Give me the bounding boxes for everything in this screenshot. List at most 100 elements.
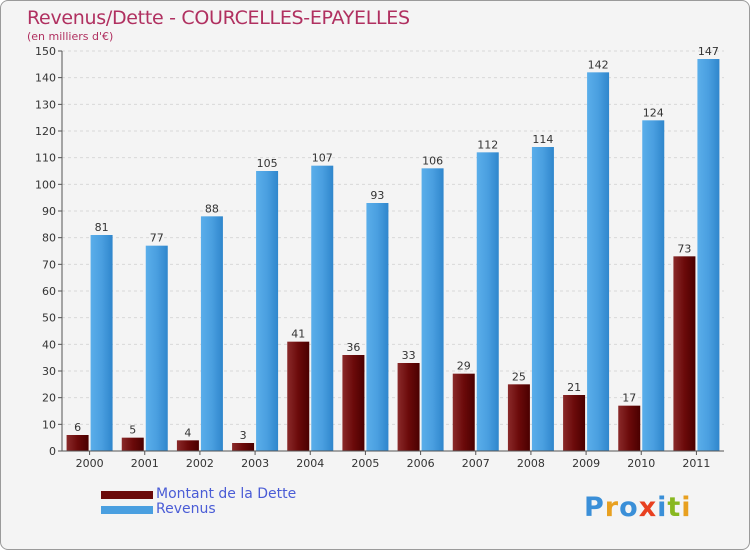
debt-bar bbox=[121, 437, 144, 451]
x-tick-label: 2007 bbox=[462, 457, 490, 470]
debt-value-label: 25 bbox=[512, 370, 526, 383]
y-tick-label: 80 bbox=[42, 232, 56, 245]
debt-bar bbox=[507, 384, 530, 451]
revenue-value-label: 77 bbox=[150, 232, 164, 245]
y-tick-label: 30 bbox=[42, 365, 56, 378]
logo-letter: i bbox=[657, 492, 668, 523]
bar-series: 6 81 5 77 4 88 3 105 41 107 36 93 33 106 29 112 25 114 21 1… bbox=[66, 45, 720, 452]
revenue-value-label: 124 bbox=[643, 106, 664, 119]
grid-lines bbox=[62, 50, 724, 452]
legend: Montant de la Dette Revenus bbox=[101, 487, 296, 517]
revenue-bar bbox=[200, 216, 223, 451]
debt-bar bbox=[618, 405, 641, 451]
debt-bar bbox=[287, 341, 310, 451]
revenue-value-label: 88 bbox=[205, 202, 219, 215]
debt-bar bbox=[397, 363, 420, 451]
y-tick-label: 20 bbox=[42, 392, 56, 405]
debt-value-label: 17 bbox=[622, 392, 636, 405]
y-tick-label: 70 bbox=[42, 258, 56, 271]
revenue-value-label: 142 bbox=[588, 58, 609, 71]
revenue-bar bbox=[476, 152, 499, 452]
legend-item-revenue: Revenus bbox=[101, 502, 296, 517]
revenue-bar bbox=[697, 59, 720, 451]
x-tick-label: 2005 bbox=[351, 457, 379, 470]
revenue-bar bbox=[90, 235, 113, 451]
y-axis: 0 10 20 30 40 50 60 70 80 90 100 110 120 130 140 150 bbox=[35, 45, 63, 458]
debt-value-label: 4 bbox=[184, 426, 191, 439]
debt-value-label: 5 bbox=[129, 424, 136, 437]
legend-label-debt: Montant de la Dette bbox=[156, 486, 297, 502]
debt-value-label: 3 bbox=[240, 429, 247, 442]
x-tick-label: 2003 bbox=[241, 457, 269, 470]
debt-bar bbox=[232, 443, 255, 451]
revenue-bar bbox=[311, 165, 334, 451]
y-tick-label: 10 bbox=[42, 418, 56, 431]
debt-bar bbox=[673, 256, 696, 451]
debt-bar bbox=[66, 435, 89, 451]
chart-title: Revenus/Dette - COURCELLES-EPAYELLES bbox=[27, 7, 410, 29]
revenue-bar bbox=[145, 245, 168, 451]
y-tick-label: 50 bbox=[42, 312, 56, 325]
chart-subtitle: (en milliers d'€) bbox=[27, 30, 114, 43]
revenue-bar bbox=[421, 168, 444, 452]
y-tick-label: 90 bbox=[42, 205, 56, 218]
revenue-value-label: 107 bbox=[312, 152, 333, 165]
x-tick-label: 2001 bbox=[131, 457, 159, 470]
y-tick-label: 60 bbox=[42, 285, 56, 298]
revenue-value-label: 147 bbox=[698, 45, 719, 58]
x-tick-label: 2008 bbox=[517, 457, 545, 470]
debt-value-label: 21 bbox=[567, 381, 581, 394]
x-tick-label: 2010 bbox=[627, 457, 655, 470]
y-tick-label: 120 bbox=[35, 125, 56, 138]
legend-swatch-debt bbox=[101, 490, 153, 499]
y-tick-label: 140 bbox=[35, 72, 56, 85]
logo-letter: r bbox=[604, 492, 620, 523]
legend-item-debt: Montant de la Dette bbox=[101, 487, 296, 502]
logo-letter: P bbox=[584, 492, 605, 523]
legend-label-revenue: Revenus bbox=[156, 501, 216, 517]
logo-letter: i bbox=[681, 492, 692, 523]
y-tick-label: 0 bbox=[49, 445, 56, 458]
debt-bar bbox=[342, 355, 365, 451]
y-tick-label: 130 bbox=[35, 98, 56, 111]
revenue-bar bbox=[587, 72, 610, 451]
debt-bar bbox=[563, 395, 586, 451]
x-tick-label: 2006 bbox=[407, 457, 435, 470]
debt-value-label: 29 bbox=[457, 360, 471, 373]
revenue-value-label: 106 bbox=[422, 154, 443, 167]
revenue-value-label: 105 bbox=[257, 157, 278, 170]
revenue-bar bbox=[256, 171, 279, 451]
y-tick-label: 150 bbox=[35, 45, 56, 58]
x-tick-label: 2000 bbox=[76, 457, 104, 470]
proxiti-logo: Proxiti bbox=[584, 492, 692, 523]
debt-value-label: 6 bbox=[74, 421, 81, 434]
plot-area bbox=[62, 51, 724, 451]
x-tick-label: 2009 bbox=[572, 457, 600, 470]
y-tick-label: 110 bbox=[35, 152, 56, 165]
debt-value-label: 73 bbox=[677, 242, 691, 255]
debt-bar bbox=[452, 373, 475, 451]
debt-value-label: 36 bbox=[346, 341, 360, 354]
debt-value-label: 41 bbox=[291, 328, 305, 341]
revenue-value-label: 93 bbox=[370, 189, 384, 202]
revenue-bar bbox=[642, 120, 665, 451]
revenue-value-label: 114 bbox=[532, 133, 553, 146]
revenue-bar bbox=[366, 203, 389, 451]
y-tick-label: 100 bbox=[35, 178, 56, 191]
x-tick-label: 2011 bbox=[682, 457, 710, 470]
revenue-value-label: 112 bbox=[477, 138, 498, 151]
revenue-bar bbox=[531, 147, 554, 451]
revenue-value-label: 81 bbox=[95, 221, 109, 234]
x-tick-label: 2004 bbox=[296, 457, 324, 470]
logo-letter: t bbox=[667, 492, 682, 523]
logo-letter: o bbox=[619, 492, 639, 523]
logo-letter: x bbox=[638, 492, 658, 523]
debt-value-label: 33 bbox=[402, 349, 416, 362]
debt-bar bbox=[176, 440, 199, 451]
legend-swatch-revenue bbox=[101, 505, 153, 514]
x-axis: 2000 2001 2002 2003 2004 2005 2006 2007 2008 2009… bbox=[62, 450, 724, 470]
x-tick-label: 2002 bbox=[186, 457, 214, 470]
y-tick-label: 40 bbox=[42, 338, 56, 351]
